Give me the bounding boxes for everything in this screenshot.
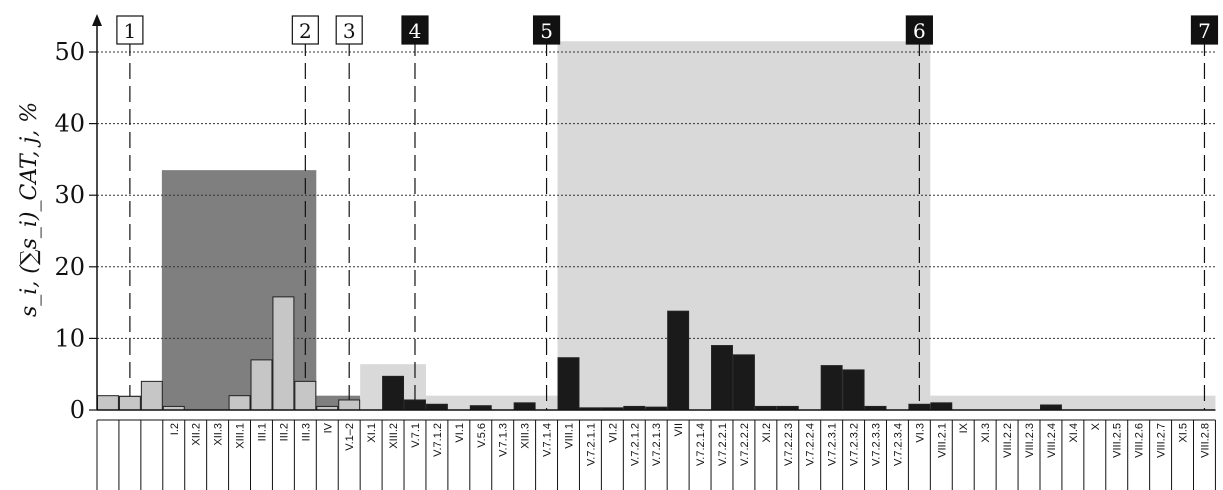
category-label: V.7.2.1.2: [629, 423, 641, 466]
bar: [820, 365, 843, 411]
category-label: VIII.2.4: [1046, 423, 1058, 458]
bar: [228, 395, 251, 411]
category-label: XII.2: [191, 423, 203, 446]
bar: [842, 369, 865, 411]
category-label: VIII.1: [563, 423, 575, 449]
category-label: V.7.2.2.1: [717, 423, 729, 466]
marker-label: 6: [913, 19, 926, 43]
category-label: XI.3: [980, 423, 992, 443]
marker-box: [401, 15, 429, 45]
y-tick-label: 40: [54, 110, 85, 138]
y-tick-label: 20: [54, 253, 85, 281]
category-label: V.1–2: [344, 423, 356, 451]
marker-box: [1190, 15, 1219, 45]
category-label: V.7.1.4: [542, 423, 554, 457]
category-label: III.3: [300, 423, 312, 441]
category-label: VI.3: [914, 423, 926, 443]
category-label: XI.5: [1178, 423, 1190, 443]
y-tick-label: 30: [54, 181, 85, 209]
category-label: XIII.2: [388, 423, 400, 449]
category-label: VIII.2.7: [1156, 423, 1168, 458]
bar: [557, 357, 580, 411]
marker-box: [532, 15, 561, 45]
marker-label: 4: [409, 19, 422, 43]
bar: [294, 380, 317, 411]
category-label: IX: [958, 422, 970, 433]
category-label: VI.2: [607, 423, 619, 443]
category-label: V.7.2.1.1: [585, 423, 597, 466]
bar: [930, 402, 953, 411]
region-band: [557, 41, 931, 410]
marker-box: [335, 15, 363, 45]
category-label: V.7.2.2.3: [783, 423, 795, 466]
y-tick-label: 0: [70, 396, 85, 424]
y-axis-arrow-icon: [92, 14, 102, 26]
category-label: XIII.1: [235, 423, 247, 449]
marker-label: 2: [299, 19, 312, 43]
category-label: VII: [673, 423, 685, 436]
bar: [272, 296, 295, 411]
bar: [338, 399, 361, 411]
bar: [732, 354, 755, 411]
bar: [382, 375, 405, 411]
bar: [1039, 404, 1062, 411]
category-label: XII.3: [213, 423, 225, 446]
bar: [140, 380, 163, 411]
category-label: V.7.2.3.2: [849, 423, 861, 466]
region-band: [930, 395, 1216, 410]
category-label: VIII.2.3: [1024, 423, 1036, 458]
marker-label: 1: [124, 19, 137, 43]
category-label: I.2: [169, 423, 181, 435]
bar: [711, 345, 733, 411]
bar: [118, 395, 141, 411]
marker-box: [905, 15, 933, 45]
category-label: XI.4: [1068, 423, 1080, 443]
category-label: VIII.2.2: [1002, 423, 1014, 458]
category-label: XI.2: [761, 423, 773, 443]
y-tick-label: 10: [54, 324, 85, 352]
marker-label: 7: [1198, 19, 1211, 43]
category-label: V.7.1.2: [432, 423, 444, 457]
bar: [250, 359, 273, 411]
bar: [425, 403, 448, 411]
bar: [97, 395, 119, 411]
category-label: V.7.2.1.4: [695, 423, 707, 466]
category-label: V.7.2.2.2: [739, 423, 751, 466]
bar: [404, 399, 426, 411]
bar: [513, 402, 536, 411]
bar: [667, 310, 690, 411]
category-label: VI.1: [454, 423, 466, 443]
category-label: V.7.2.3.4: [892, 423, 904, 466]
category-label: VIII.2.6: [1134, 423, 1146, 458]
marker-box: [291, 15, 319, 45]
category-label: XI.1: [366, 423, 378, 443]
category-label: V.5.6: [476, 423, 488, 448]
category-label: III.1: [256, 423, 268, 441]
marker-box: [116, 15, 144, 45]
marker-label: 3: [343, 19, 356, 43]
category-label: VIII.2.1: [936, 423, 948, 458]
marker-label: 5: [540, 19, 553, 43]
y-axis-label: s_i, (∑s_i)_CAT, j, %: [17, 102, 42, 317]
category-label: VIII.2.8: [1199, 423, 1211, 458]
category-label: V.7.1: [410, 423, 422, 448]
category-label: V.7.2.1.3: [651, 423, 663, 466]
category-label: V.7.2.3.1: [827, 423, 839, 466]
category-label: X: [1090, 422, 1102, 430]
category-label: V.7.2.2.4: [805, 423, 817, 466]
category-label: IV: [322, 422, 334, 433]
category-label: III.2: [278, 423, 290, 441]
bar: [908, 403, 931, 411]
category-label: V.7.1.3: [498, 423, 510, 457]
category-label: VIII.2.5: [1112, 423, 1124, 458]
y-tick-label: 50: [54, 38, 85, 66]
category-label: V.7.2.3.3: [871, 423, 883, 466]
category-label: XIII.3: [520, 423, 532, 449]
